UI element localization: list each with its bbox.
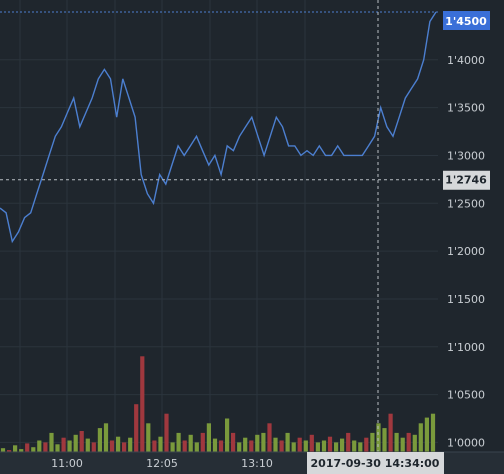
volume-bar	[43, 442, 48, 452]
volume-bar	[79, 431, 84, 452]
volume-bar	[182, 440, 187, 452]
volume-bar	[7, 450, 12, 452]
volume-bar	[424, 417, 429, 452]
volume-bar	[200, 432, 205, 452]
volume-bar	[376, 423, 381, 452]
volume-bar	[334, 442, 339, 452]
volume-bar	[364, 437, 369, 452]
volume-bar	[394, 432, 399, 452]
y-tick-label: 1'1000	[447, 341, 485, 354]
volume-bar	[412, 434, 417, 452]
volume-bar	[212, 438, 218, 452]
volume-bar	[370, 432, 375, 452]
crosshair-time-badge	[307, 452, 444, 474]
x-tick-labels: 11:00 12:05 13:10	[51, 457, 273, 470]
volume-bar	[128, 437, 133, 452]
volume-bar	[382, 428, 387, 452]
volume-bar	[134, 404, 139, 452]
volume-bar	[231, 432, 236, 452]
volume-bar	[430, 413, 436, 452]
volume-bar	[85, 438, 90, 452]
y-tick-label: 1'1500	[447, 293, 485, 306]
current-price-label: 1'4500	[445, 15, 487, 28]
volume-bar	[267, 423, 272, 452]
volume-bar	[249, 440, 254, 452]
volume-bar	[321, 440, 327, 452]
volume-bar	[358, 442, 363, 452]
volume-bar	[103, 423, 109, 452]
x-tick-label: 13:10	[241, 457, 273, 470]
y-tick-label: 1'3000	[447, 149, 485, 162]
volume-bar	[140, 356, 145, 452]
volume-bars	[0, 356, 436, 452]
y-tick-label: 1'2000	[447, 245, 485, 258]
volume-bar	[255, 434, 260, 452]
volume-bar	[55, 444, 60, 452]
volume-bar	[97, 428, 102, 452]
volume-bar	[400, 437, 405, 452]
crosshair-time-label: 2017-09-30 14:34:00	[311, 457, 440, 470]
volume-bar	[19, 449, 24, 452]
volume-bar	[388, 413, 393, 452]
volume-bar	[61, 437, 66, 452]
volume-bar	[352, 440, 357, 452]
volume-bar	[261, 432, 266, 452]
volume-bar	[170, 442, 175, 452]
volume-bar	[406, 432, 411, 452]
volume-bar	[309, 434, 314, 452]
volume-bar	[116, 436, 121, 452]
volume-bar	[273, 437, 278, 452]
volume-bar	[279, 440, 284, 452]
volume-bar	[297, 437, 302, 452]
volume-bar	[218, 440, 224, 452]
volume-bar	[206, 423, 211, 452]
y-tick-labels: 1'4000 1'3500 1'3000 1'2500 1'2000 1'1500 1'10…	[447, 54, 485, 450]
volume-bar	[91, 442, 96, 452]
horizontal-gridlines	[0, 59, 438, 443]
volume-bar	[25, 443, 30, 452]
volume-bar	[152, 440, 157, 452]
price-line	[0, 11, 437, 244]
volume-bar	[303, 440, 308, 452]
volume-bar	[67, 440, 72, 452]
volume-bar	[327, 436, 333, 452]
volume-bar	[49, 432, 54, 452]
y-tick-label: 1'0000	[447, 436, 485, 449]
volume-bar	[109, 440, 115, 452]
volume-bar	[418, 423, 423, 452]
volume-bar	[346, 432, 351, 452]
volume-bar	[243, 437, 248, 452]
volume-bar	[188, 434, 193, 452]
volume-bar	[73, 434, 78, 452]
volume-bar	[122, 442, 127, 452]
current-price-badge	[443, 11, 490, 30]
crosshair-price-label: 1'2746	[445, 174, 487, 187]
volume-bar	[340, 438, 345, 452]
volume-bar	[0, 448, 6, 452]
y-tick-label: 1'3500	[447, 102, 485, 115]
volume-bar	[37, 440, 42, 452]
volume-bar	[315, 442, 320, 452]
y-tick-label: 1'2500	[447, 197, 485, 210]
volume-bar	[158, 436, 163, 452]
x-tick-label: 11:00	[51, 457, 83, 470]
crosshair-price-badge	[443, 170, 490, 190]
volume-bar	[13, 445, 18, 452]
x-tick-label: 12:05	[146, 457, 178, 470]
y-tick-label: 1'4000	[447, 54, 485, 67]
volume-bar	[237, 442, 242, 452]
volume-bar	[164, 413, 169, 452]
y-tick-label: 1'0500	[447, 389, 485, 402]
volume-bar	[146, 423, 151, 452]
volume-bar	[194, 442, 199, 452]
volume-bar	[285, 432, 290, 452]
volume-bar	[291, 442, 296, 452]
volume-bar	[225, 418, 230, 452]
volume-bar	[176, 432, 181, 452]
volume-bar	[31, 447, 36, 452]
vertical-gridlines	[19, 0, 306, 452]
